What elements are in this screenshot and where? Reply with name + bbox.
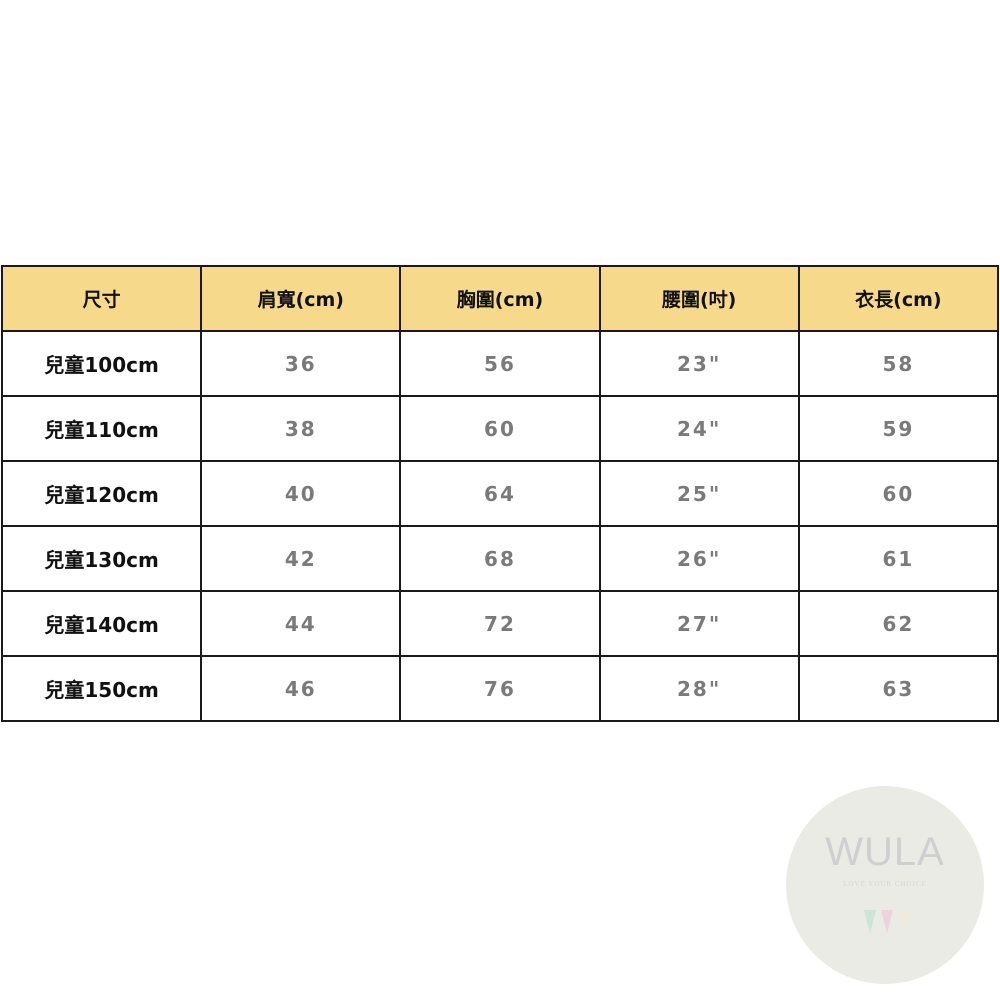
value-cell: 42 — [200, 525, 402, 592]
value-cell: 44 — [200, 590, 402, 657]
header-waist: 腰圍(吋) — [598, 265, 800, 332]
size-cell: 兒童140cm — [0, 590, 203, 657]
value-cell: 59 — [797, 395, 1000, 462]
value-cell: 25" — [598, 460, 800, 527]
logo-brand: WULA — [825, 830, 945, 874]
size-cell: 兒童110cm — [0, 395, 203, 462]
value-cell: 60 — [797, 460, 1000, 527]
header-chest: 胸圍(cm) — [399, 265, 601, 332]
value-cell: 28" — [598, 655, 800, 722]
size-cell: 兒童120cm — [0, 460, 203, 527]
size-cell: 兒童100cm — [0, 330, 203, 397]
value-cell: 36 — [200, 330, 402, 397]
header-shoulder: 肩寬(cm) — [200, 265, 402, 332]
header-length: 衣長(cm) — [797, 265, 1000, 332]
value-cell: 60 — [399, 395, 601, 462]
cone-icon — [864, 910, 910, 934]
value-cell: 63 — [797, 655, 1000, 722]
value-cell: 40 — [200, 460, 402, 527]
value-cell: 23" — [598, 330, 800, 397]
table-row: 兒童120cm 40 64 25" 60 — [0, 460, 1000, 527]
value-cell: 27" — [598, 590, 800, 657]
wula-watermark-logo: WULA LOVE YOUR CHOICE — [786, 786, 984, 984]
value-cell: 61 — [797, 525, 1000, 592]
size-chart-table: 尺寸 肩寬(cm) 胸圍(cm) 腰圍(吋) 衣長(cm) 兒童100cm 36 5… — [0, 265, 1000, 722]
table-row: 兒童150cm 46 76 28" 63 — [0, 655, 1000, 722]
value-cell: 26" — [598, 525, 800, 592]
header-size: 尺寸 — [0, 265, 203, 332]
value-cell: 46 — [200, 655, 402, 722]
value-cell: 64 — [399, 460, 601, 527]
header-row: 尺寸 肩寬(cm) 胸圍(cm) 腰圍(吋) 衣長(cm) — [0, 265, 1000, 332]
table-row: 兒童100cm 36 56 23" 58 — [0, 330, 1000, 397]
table-row: 兒童110cm 38 60 24" 59 — [0, 395, 1000, 462]
value-cell: 56 — [399, 330, 601, 397]
value-cell: 38 — [200, 395, 402, 462]
value-cell: 24" — [598, 395, 800, 462]
value-cell: 76 — [399, 655, 601, 722]
value-cell: 62 — [797, 590, 1000, 657]
table-row: 兒童130cm 42 68 26" 61 — [0, 525, 1000, 592]
size-cell: 兒童130cm — [0, 525, 203, 592]
value-cell: 68 — [399, 525, 601, 592]
value-cell: 72 — [399, 590, 601, 657]
size-cell: 兒童150cm — [0, 655, 203, 722]
table-row: 兒童140cm 44 72 27" 62 — [0, 590, 1000, 657]
value-cell: 58 — [797, 330, 1000, 397]
logo-tagline: LOVE YOUR CHOICE — [843, 880, 927, 888]
